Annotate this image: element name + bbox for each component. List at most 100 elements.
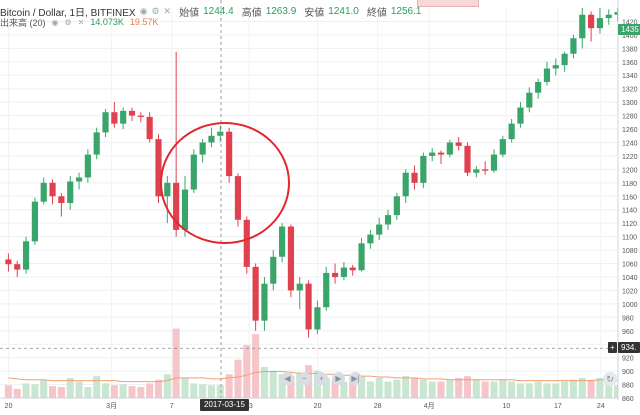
close-value: 1256.1 [390, 5, 422, 17]
volume-value: 14.073K [90, 17, 124, 27]
candle-body [181, 189, 189, 230]
candle-body [128, 110, 136, 116]
time-tick-label: 7 [170, 403, 174, 410]
candle-body [22, 241, 30, 270]
volume-bar [322, 377, 330, 398]
highlight-circle [160, 122, 290, 244]
candle-body [499, 139, 506, 155]
candle-body [358, 243, 365, 271]
price-tick-label: 900 [622, 369, 634, 376]
volume-ma-line [8, 371, 618, 383]
volume-bar [216, 385, 224, 398]
volume-bar [419, 379, 427, 398]
volume-bar [410, 377, 419, 398]
volume-bar [340, 381, 348, 398]
high-label: 高値 [241, 7, 262, 19]
candle-body [243, 219, 250, 267]
eye-icon[interactable]: ◉ [139, 5, 148, 16]
reset-chart-icon[interactable]: ↻ [603, 372, 617, 386]
price-tick-label: 1300 [622, 100, 638, 107]
candle-body [217, 131, 224, 136]
volume-bar [234, 359, 242, 398]
volume-bar [437, 381, 445, 398]
candle-body [376, 224, 383, 235]
candle-body [526, 92, 533, 108]
plus-icon[interactable]: + [608, 342, 617, 353]
volume-bar [154, 379, 163, 398]
volume-bar [137, 387, 145, 398]
candle-body [234, 176, 242, 220]
candle-body [287, 226, 295, 291]
price-tick-label: 1400 [622, 33, 638, 40]
volume-bar [190, 383, 198, 398]
open-value: 1244.4 [203, 5, 234, 17]
settings-icon[interactable]: ⚙ [151, 5, 160, 16]
volume-bar [313, 370, 321, 398]
price-tick-label: 1020 [622, 288, 638, 295]
volume-bar [49, 386, 57, 398]
volume-settings-icon[interactable]: ⚙ [64, 17, 72, 27]
price-tick-label: 1320 [622, 87, 638, 94]
scroll-right-icon[interactable]: ▶ [332, 372, 345, 385]
candle-body [464, 145, 471, 173]
zoom-in-icon[interactable]: + [315, 372, 328, 385]
symbol-header: Bitcoin / Dollar, 1日, BITFINEX ◉ ⚙ ✕ 始値 … [0, 4, 422, 19]
scroll-left-icon[interactable]: ◀ [281, 372, 294, 385]
candle-body [517, 107, 524, 124]
volume-label[interactable]: 出来高 (20) [0, 17, 46, 28]
candle-body [323, 272, 330, 308]
volume-bar [534, 381, 542, 398]
volume-close-icon[interactable]: ✕ [77, 17, 85, 27]
time-tick-label: 3月 [106, 402, 117, 410]
volume-bar [490, 381, 498, 398]
volume-bar [101, 383, 110, 398]
close-icon[interactable]: ✕ [163, 5, 172, 16]
time-tick-label: 20 [5, 403, 13, 410]
volume-bar [163, 374, 171, 398]
symbol-name[interactable]: Bitcoin / Dollar, 1日, BITFINEX [0, 7, 136, 19]
crosshair-date-label: 2017-03-15 [200, 399, 249, 411]
volume-bar [13, 388, 21, 398]
last-price-tag: 1435 [618, 24, 640, 35]
candle-body [49, 182, 56, 197]
volume-bar [472, 379, 480, 398]
candle-body [208, 135, 215, 143]
candle-body [393, 196, 400, 216]
price-tick-label: 1220 [622, 154, 638, 161]
candle-body [429, 152, 436, 156]
volume-bar [4, 385, 12, 398]
candle-body [349, 267, 356, 271]
volume-bars [4, 328, 622, 398]
volume-eye-icon[interactable]: ◉ [51, 17, 59, 27]
candle-body [84, 154, 91, 178]
volume-bar [181, 377, 189, 398]
candle-body [552, 65, 559, 69]
crosshair-price-tag: 934. [618, 342, 640, 353]
price-tick-label: 1040 [622, 275, 638, 282]
time-tick-label: 24 [597, 403, 605, 410]
candle-body [173, 182, 180, 230]
candle-body [252, 266, 259, 321]
volume-bar [278, 374, 286, 398]
volume-bar [287, 376, 295, 398]
time-tick-label: 10 [503, 403, 511, 410]
candle-body [67, 181, 74, 203]
volume-bar [199, 384, 207, 398]
candle-body [384, 215, 392, 225]
candle-body [164, 182, 171, 197]
volume-bar [31, 384, 39, 398]
volume-bar [481, 381, 489, 398]
volume-bar [75, 381, 83, 398]
candle-body [190, 154, 197, 190]
price-tick-label: 980 [622, 315, 634, 322]
candle-body [261, 283, 268, 321]
volume-bar [66, 377, 74, 398]
zoom-out-icon[interactable]: − [298, 372, 311, 385]
candle-body [137, 115, 144, 117]
price-tick-label: 1120 [622, 221, 637, 228]
scroll-end-icon[interactable]: ▶| [349, 372, 362, 385]
candle-body [155, 139, 162, 197]
time-tick-label: 17 [554, 403, 562, 410]
